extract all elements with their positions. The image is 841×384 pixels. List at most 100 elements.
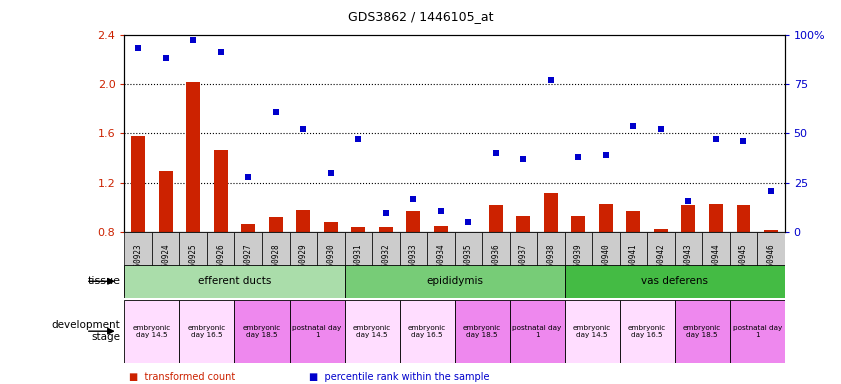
- Text: GSM560935: GSM560935: [464, 243, 473, 285]
- Text: ■  transformed count: ■ transformed count: [129, 372, 235, 382]
- Text: GSM560943: GSM560943: [684, 243, 693, 285]
- Bar: [627, 211, 640, 232]
- Point: [406, 195, 420, 202]
- Bar: [737, 205, 750, 232]
- Bar: [427, 232, 454, 296]
- Text: GSM560931: GSM560931: [354, 243, 362, 285]
- Bar: [544, 193, 558, 232]
- Text: GSM560933: GSM560933: [409, 243, 418, 285]
- Bar: [317, 232, 345, 296]
- Text: GSM560926: GSM560926: [216, 243, 225, 285]
- Text: tissue: tissue: [87, 276, 120, 286]
- Bar: [482, 232, 510, 296]
- Text: embryonic
day 16.5: embryonic day 16.5: [188, 325, 226, 338]
- Bar: [674, 300, 730, 363]
- Point: [462, 219, 475, 225]
- Text: postnatal day
1: postnatal day 1: [733, 325, 782, 338]
- Bar: [131, 136, 145, 232]
- Text: GSM560941: GSM560941: [629, 243, 637, 285]
- Bar: [730, 232, 757, 296]
- Bar: [399, 232, 427, 296]
- Point: [516, 156, 530, 162]
- Bar: [654, 228, 668, 232]
- Text: embryonic
day 16.5: embryonic day 16.5: [628, 325, 666, 338]
- Text: embryonic
day 14.5: embryonic day 14.5: [133, 325, 171, 338]
- Point: [572, 154, 585, 160]
- Bar: [269, 217, 283, 232]
- Point: [682, 198, 696, 204]
- Bar: [592, 232, 620, 296]
- Text: embryonic
day 14.5: embryonic day 14.5: [573, 325, 611, 338]
- Bar: [372, 232, 399, 296]
- Text: GSM560945: GSM560945: [739, 243, 748, 285]
- Point: [241, 174, 255, 180]
- Point: [269, 109, 283, 115]
- Text: GSM560930: GSM560930: [326, 243, 336, 285]
- Bar: [454, 232, 482, 296]
- Text: embryonic
day 16.5: embryonic day 16.5: [408, 325, 447, 338]
- Bar: [345, 300, 399, 363]
- Text: GSM560946: GSM560946: [766, 243, 775, 285]
- Bar: [537, 232, 564, 296]
- Bar: [296, 210, 310, 232]
- Text: embryonic
day 18.5: embryonic day 18.5: [463, 325, 501, 338]
- Point: [599, 152, 612, 158]
- Text: development
stage: development stage: [51, 320, 120, 342]
- Point: [489, 150, 503, 156]
- Bar: [681, 205, 696, 232]
- Bar: [399, 300, 454, 363]
- Bar: [179, 232, 207, 296]
- Bar: [764, 230, 778, 232]
- Bar: [124, 300, 179, 363]
- Bar: [241, 223, 255, 232]
- Point: [324, 170, 337, 176]
- Text: GSM560932: GSM560932: [381, 243, 390, 285]
- Point: [654, 126, 668, 132]
- Text: efferent ducts: efferent ducts: [198, 276, 271, 286]
- Bar: [207, 232, 235, 296]
- Text: GSM560924: GSM560924: [161, 243, 170, 285]
- Point: [544, 77, 558, 83]
- Bar: [159, 170, 172, 232]
- Bar: [620, 300, 674, 363]
- Point: [297, 126, 310, 132]
- Bar: [235, 300, 289, 363]
- Text: postnatal day
1: postnatal day 1: [293, 325, 341, 338]
- Text: GSM560934: GSM560934: [436, 243, 445, 285]
- Bar: [124, 265, 345, 298]
- Point: [434, 207, 447, 214]
- Text: epididymis: epididymis: [426, 276, 483, 286]
- Bar: [620, 232, 647, 296]
- Point: [737, 138, 750, 144]
- Bar: [379, 227, 393, 232]
- Text: GSM560942: GSM560942: [656, 243, 665, 285]
- Bar: [152, 232, 179, 296]
- Point: [379, 210, 393, 216]
- Bar: [730, 300, 785, 363]
- Bar: [262, 232, 289, 296]
- Point: [159, 55, 172, 61]
- Text: GSM560928: GSM560928: [272, 243, 280, 285]
- Text: embryonic
day 18.5: embryonic day 18.5: [243, 325, 281, 338]
- Text: GSM560923: GSM560923: [134, 243, 143, 285]
- Bar: [674, 232, 702, 296]
- Text: GSM560925: GSM560925: [188, 243, 198, 285]
- Text: embryonic
day 18.5: embryonic day 18.5: [683, 325, 722, 338]
- Bar: [564, 232, 592, 296]
- Text: GSM560940: GSM560940: [601, 243, 611, 285]
- Bar: [345, 232, 372, 296]
- Text: GSM560944: GSM560944: [711, 243, 721, 285]
- Bar: [572, 216, 585, 232]
- Bar: [510, 232, 537, 296]
- Bar: [179, 300, 235, 363]
- Text: GSM560938: GSM560938: [547, 243, 555, 285]
- Bar: [352, 227, 365, 232]
- Text: ■  percentile rank within the sample: ■ percentile rank within the sample: [309, 372, 490, 382]
- Text: postnatal day
1: postnatal day 1: [512, 325, 562, 338]
- Text: GSM560929: GSM560929: [299, 243, 308, 285]
- Bar: [214, 149, 228, 232]
- Bar: [709, 204, 722, 232]
- Text: GSM560939: GSM560939: [574, 243, 583, 285]
- Bar: [702, 232, 730, 296]
- Point: [352, 136, 365, 142]
